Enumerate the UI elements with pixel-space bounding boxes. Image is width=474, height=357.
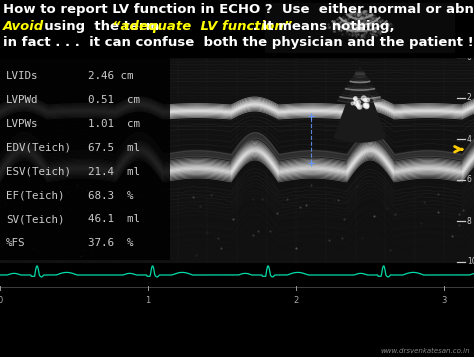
Text: in fact . . .  it can confuse  both the physician and the patient !: in fact . . . it can confuse both the ph… bbox=[3, 36, 474, 49]
Text: 21.4  ml: 21.4 ml bbox=[88, 167, 140, 177]
Text: 1: 1 bbox=[146, 296, 151, 305]
Bar bbox=[0, 264, 474, 285]
Text: 46.1  ml: 46.1 ml bbox=[88, 215, 140, 225]
Text: LVPWd: LVPWd bbox=[6, 95, 38, 105]
Text: using  the term: using the term bbox=[35, 20, 164, 33]
Bar bbox=[265, 3, 454, 52]
Text: 0: 0 bbox=[467, 52, 472, 61]
Text: 0: 0 bbox=[0, 296, 3, 305]
Text: LVIDs: LVIDs bbox=[6, 71, 38, 81]
Text: EDV(Teich): EDV(Teich) bbox=[6, 143, 71, 153]
Point bbox=[360, 95, 367, 101]
Point bbox=[352, 96, 359, 101]
Text: Avoid: Avoid bbox=[3, 20, 44, 33]
Text: SV(Teich): SV(Teich) bbox=[6, 215, 64, 225]
Text: “adequate  LV function”: “adequate LV function” bbox=[112, 20, 292, 33]
Point bbox=[354, 102, 362, 108]
Point bbox=[355, 99, 363, 105]
Text: www.drsvenkatesan.co.in: www.drsvenkatesan.co.in bbox=[380, 348, 470, 354]
Text: %FS: %FS bbox=[6, 238, 26, 248]
Bar bbox=[0, 0, 474, 57]
Point bbox=[361, 97, 368, 103]
Text: 4: 4 bbox=[467, 135, 472, 144]
Text: LVPWs: LVPWs bbox=[6, 119, 38, 129]
Text: 2: 2 bbox=[467, 94, 472, 102]
Text: ESV(Teich): ESV(Teich) bbox=[6, 167, 71, 177]
Text: EF(Teich): EF(Teich) bbox=[6, 191, 64, 201]
Polygon shape bbox=[323, 8, 396, 39]
Text: 37.6  %: 37.6 % bbox=[88, 238, 134, 248]
Text: 67.5  ml: 67.5 ml bbox=[88, 143, 140, 153]
Point bbox=[352, 101, 360, 106]
Point bbox=[361, 102, 369, 107]
Text: 6: 6 bbox=[467, 176, 472, 185]
Point bbox=[356, 104, 364, 110]
Bar bbox=[0, 57, 170, 260]
Point bbox=[362, 98, 370, 104]
Point bbox=[362, 103, 370, 109]
Text: 1.01  cm: 1.01 cm bbox=[88, 119, 140, 129]
Text: 3: 3 bbox=[442, 296, 447, 305]
Point bbox=[364, 102, 371, 108]
Text: 68.3  %: 68.3 % bbox=[88, 191, 134, 201]
Point bbox=[363, 104, 370, 110]
Point bbox=[355, 104, 363, 110]
Text: 2: 2 bbox=[293, 296, 299, 305]
Text: 8: 8 bbox=[467, 216, 472, 226]
Text: . It means nothing,: . It means nothing, bbox=[248, 20, 395, 33]
Wedge shape bbox=[334, 67, 386, 142]
Point bbox=[361, 102, 369, 108]
Point bbox=[349, 101, 356, 106]
Point bbox=[352, 99, 360, 105]
Point bbox=[364, 97, 372, 103]
Text: 2.46 cm: 2.46 cm bbox=[88, 71, 134, 81]
Point bbox=[354, 102, 361, 108]
Text: 10: 10 bbox=[467, 257, 474, 266]
Text: How to report LV function in ECHO ?  Use  either normal or abnormal.: How to report LV function in ECHO ? Use … bbox=[3, 3, 474, 16]
Point bbox=[364, 104, 372, 110]
Text: 0.51  cm: 0.51 cm bbox=[88, 95, 140, 105]
Bar bbox=[0, 57, 474, 262]
Point bbox=[351, 96, 359, 102]
